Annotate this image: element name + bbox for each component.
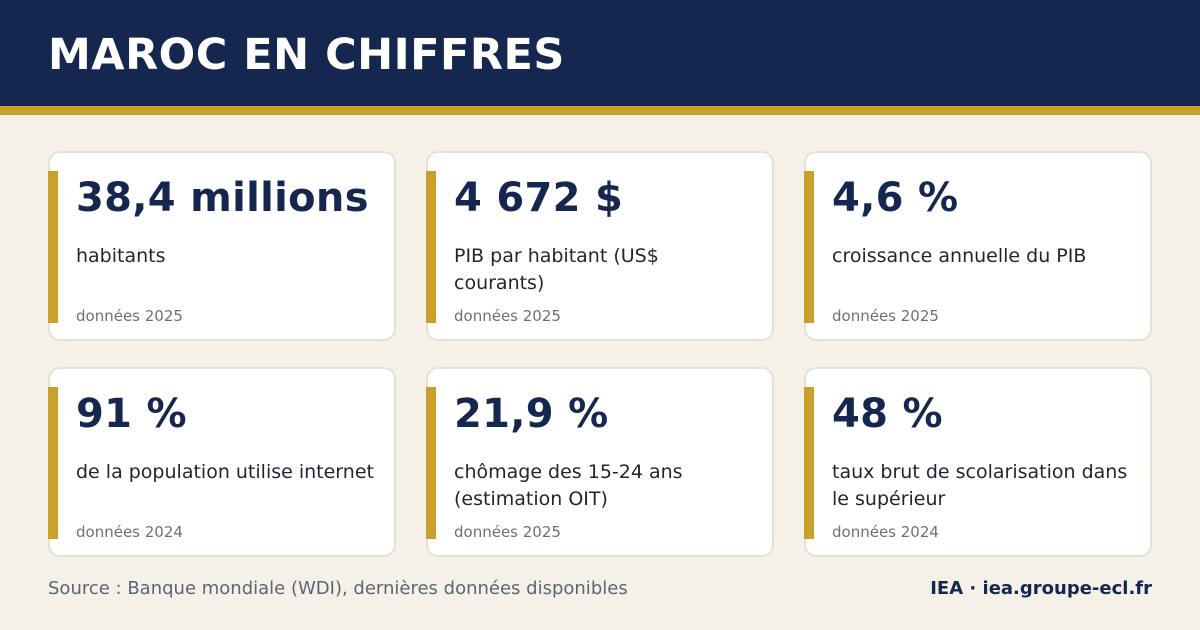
stat-value: 21,9 % — [454, 391, 609, 437]
stat-card-youth-unemployment: 21,9 % chômage des 15-24 ans (estimation… — [426, 367, 774, 557]
card-accent-bar — [426, 171, 436, 323]
stat-label: croissance annuelle du PIB — [832, 245, 1087, 267]
stat-year: données 2024 — [76, 523, 183, 541]
stat-label: chômage des 15-24 ans (estimation OIT) — [454, 461, 683, 510]
stat-year: données 2025 — [76, 307, 183, 325]
stat-value: 4,6 % — [832, 175, 959, 221]
stat-card-gdp-per-capita: 4 672 $ PIB par habitant (US$ courants) … — [426, 151, 774, 341]
stat-value: 38,4 millions — [76, 175, 369, 221]
stat-label: habitants — [76, 245, 166, 267]
stat-label: taux brut de scolarisation dans le supér… — [832, 461, 1128, 510]
card-accent-bar — [48, 171, 58, 323]
card-accent-bar — [48, 387, 58, 539]
stat-year: données 2024 — [832, 523, 939, 541]
stat-card-internet-usage: 91 % de la population utilise internet d… — [48, 367, 396, 557]
header-banner: MAROC EN CHIFFRES — [0, 0, 1200, 106]
stat-label: de la population utilise internet — [76, 461, 374, 483]
page-title: MAROC EN CHIFFRES — [48, 30, 565, 80]
card-accent-bar — [804, 171, 814, 323]
source-note: Source : Banque mondiale (WDI), dernière… — [48, 578, 628, 599]
stat-year: données 2025 — [454, 307, 561, 325]
card-accent-bar — [426, 387, 436, 539]
stat-year: données 2025 — [832, 307, 939, 325]
stat-value: 91 % — [76, 391, 187, 437]
stat-card-gdp-growth: 4,6 % croissance annuelle du PIB données… — [804, 151, 1152, 341]
stat-label: PIB par habitant (US$ courants) — [454, 245, 659, 294]
stat-value: 4 672 $ — [454, 175, 624, 221]
card-accent-bar — [804, 387, 814, 539]
stat-year: données 2025 — [454, 523, 561, 541]
stat-value: 48 % — [832, 391, 943, 437]
stat-card-tertiary-enrollment: 48 % taux brut de scolarisation dans le … — [804, 367, 1152, 557]
header-divider — [0, 106, 1200, 115]
brand-credit: IEA · iea.groupe-ecl.fr — [930, 578, 1152, 599]
stat-card-population: 38,4 millions habitants données 2025 — [48, 151, 396, 341]
